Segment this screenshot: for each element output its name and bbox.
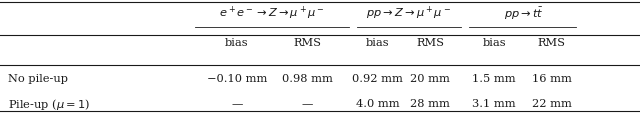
Text: bias: bias: [483, 38, 506, 48]
Text: RMS: RMS: [416, 38, 444, 48]
Text: 28 mm: 28 mm: [410, 98, 450, 108]
Text: $pp \rightarrow Z \rightarrow \mu^+\mu^-$: $pp \rightarrow Z \rightarrow \mu^+\mu^-…: [365, 5, 451, 22]
Text: 4.0 mm: 4.0 mm: [356, 98, 399, 108]
Text: RMS: RMS: [293, 38, 321, 48]
Text: $e^+e^- \rightarrow Z \rightarrow \mu^+\mu^-$: $e^+e^- \rightarrow Z \rightarrow \mu^+\…: [219, 5, 325, 22]
Text: RMS: RMS: [538, 38, 566, 48]
Text: 20 mm: 20 mm: [410, 74, 450, 84]
Text: 1.5 mm: 1.5 mm: [472, 74, 516, 84]
Text: −0.10 mm: −0.10 mm: [207, 74, 267, 84]
Text: $pp \rightarrow t\bar{t}$: $pp \rightarrow t\bar{t}$: [504, 6, 543, 22]
Text: 0.98 mm: 0.98 mm: [282, 74, 333, 84]
Text: —: —: [231, 98, 243, 108]
Text: 0.92 mm: 0.92 mm: [352, 74, 403, 84]
Text: 3.1 mm: 3.1 mm: [472, 98, 516, 108]
Text: bias: bias: [225, 38, 248, 48]
Text: Pile-up ($\mu = 1$): Pile-up ($\mu = 1$): [8, 96, 90, 111]
Text: 16 mm: 16 mm: [532, 74, 572, 84]
Text: —: —: [301, 98, 313, 108]
Text: bias: bias: [366, 38, 389, 48]
Text: 22 mm: 22 mm: [532, 98, 572, 108]
Text: No pile-up: No pile-up: [8, 74, 68, 84]
